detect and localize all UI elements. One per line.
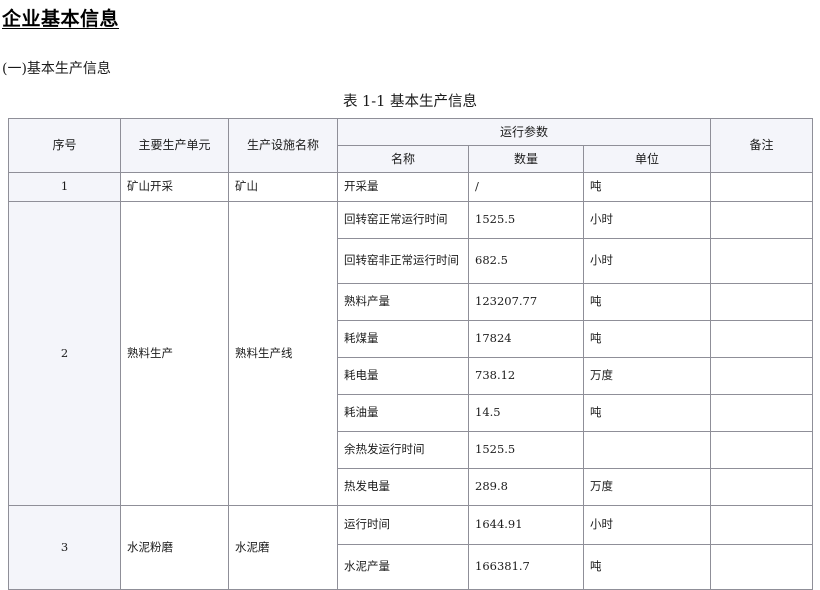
cell-param-value: 1525.5	[468, 431, 584, 469]
cell-remark	[710, 320, 814, 358]
cell-param-name: 耗电量	[337, 357, 469, 395]
cell-param-name: 运行时间	[337, 505, 469, 545]
cell-seq: 3	[8, 505, 121, 590]
production-info-table: 序号 主要生产单元 生产设施名称 运行参数 备注 名称 数量 单位 1 矿山开采	[8, 118, 814, 590]
table-caption: 表 1-1 基本生产信息	[342, 94, 478, 110]
cell-seq: 2	[8, 201, 121, 506]
cell-param-unit	[582, 431, 712, 469]
column-header-facility-name: 生产设施名称	[228, 118, 338, 173]
column-header-seq: 序号	[8, 118, 121, 173]
cell-param-unit: 吨	[582, 394, 712, 432]
table-row: 耗煤量 17824 吨	[9, 320, 814, 358]
cell-param-name: 开采量	[337, 172, 469, 202]
table-row: 熟料产量 123207.77 吨	[9, 283, 814, 321]
cell-param-unit: 小时	[582, 238, 712, 284]
cell-param-value: /	[468, 172, 584, 202]
cell-remark	[710, 431, 814, 469]
column-header-operating-params: 运行参数	[336, 118, 712, 146]
cell-param-name: 水泥产量	[337, 544, 469, 590]
cell-remark	[710, 283, 814, 321]
cell-remark	[710, 172, 814, 202]
table-row: 耗电量 738.12 万度	[9, 357, 814, 395]
table-header-row-1: 序号 主要生产单元 生产设施名称 运行参数 备注	[8, 118, 814, 173]
cell-param-unit: 吨	[582, 544, 712, 590]
cell-param-unit: 吨	[582, 320, 712, 358]
cell-param-unit: 小时	[582, 505, 712, 545]
cell-param-value: 123207.77	[468, 283, 584, 321]
cell-param-unit: 万度	[582, 357, 712, 395]
cell-remark	[710, 357, 814, 395]
table-row: 余热发运行时间 1525.5	[9, 431, 814, 469]
column-header-param-unit: 单位	[582, 145, 712, 173]
cell-param-unit: 小时	[582, 201, 712, 239]
cell-facility-name: 矿山	[228, 172, 338, 202]
cell-facility-name: 水泥磨	[228, 505, 338, 590]
cell-param-name: 回转窑非正常运行时间	[337, 238, 469, 284]
document-page: 企业基本信息 (一)基本生产信息 表 1-1 基本生产信息 序号 主要生产单元 …	[2, 8, 814, 590]
cell-remark	[710, 238, 814, 284]
cell-param-value: 1644.91	[468, 505, 584, 545]
table-row: 热发电量 289.8 万度	[9, 468, 814, 506]
cell-param-name: 热发电量	[337, 468, 469, 506]
cell-seq: 1	[8, 172, 121, 202]
page-title: 企业基本信息	[2, 8, 120, 30]
cell-main-unit: 矿山开采	[120, 172, 229, 202]
table-row: 1 矿山开采 矿山 开采量 / 吨	[8, 172, 814, 202]
cell-param-value: 17824	[468, 320, 584, 358]
cell-param-unit: 万度	[582, 468, 712, 506]
cell-param-name: 熟料产量	[337, 283, 469, 321]
cell-param-name: 耗油量	[337, 394, 469, 432]
table-header-row-2: 名称 数量 单位	[9, 145, 813, 173]
cell-param-value: 289.8	[468, 468, 584, 506]
column-header-main-unit: 主要生产单元	[120, 118, 229, 173]
cell-param-value: 14.5	[468, 394, 584, 432]
cell-remark	[710, 394, 814, 432]
column-header-param-name: 名称	[337, 145, 469, 173]
cell-param-unit: 吨	[582, 172, 712, 202]
cell-remark	[710, 505, 814, 545]
column-header-param-value: 数量	[468, 145, 584, 173]
table-header: 序号 主要生产单元 生产设施名称 运行参数 备注 名称 数量 单位	[8, 118, 814, 173]
cell-remark	[710, 468, 814, 506]
table-row: 回转窑非正常运行时间 682.5 小时	[9, 238, 814, 284]
table-row: 2 熟料生产 熟料生产线 回转窑正常运行时间 1525.5 小时	[8, 201, 814, 506]
table-row: 耗油量 14.5 吨	[9, 394, 814, 432]
cell-remark	[710, 544, 814, 590]
cell-param-name: 回转窑正常运行时间	[337, 201, 469, 239]
cell-remark	[710, 201, 814, 239]
cell-param-value: 1525.5	[468, 201, 584, 239]
cell-main-unit: 熟料生产	[120, 201, 229, 506]
section-heading: (一)基本生产信息	[2, 61, 111, 77]
table-body: 1 矿山开采 矿山 开采量 / 吨 2 熟料生产 熟料生产线 回转窑正常运行时间…	[8, 172, 814, 590]
cell-param-value: 682.5	[468, 238, 584, 284]
cell-param-value: 166381.7	[468, 544, 584, 590]
cell-param-unit: 吨	[582, 283, 712, 321]
cell-facility-name: 熟料生产线	[228, 201, 338, 506]
cell-param-name: 余热发运行时间	[337, 431, 469, 469]
column-header-remark: 备注	[710, 118, 814, 173]
table-row: 3 水泥粉磨 水泥磨 运行时间 1644.91 小时	[8, 505, 814, 590]
cell-param-name: 耗煤量	[337, 320, 469, 358]
production-info-table-wrapper: 序号 主要生产单元 生产设施名称 运行参数 备注 名称 数量 单位 1 矿山开采	[8, 118, 814, 590]
cell-param-value: 738.12	[468, 357, 584, 395]
cell-main-unit: 水泥粉磨	[120, 505, 229, 590]
